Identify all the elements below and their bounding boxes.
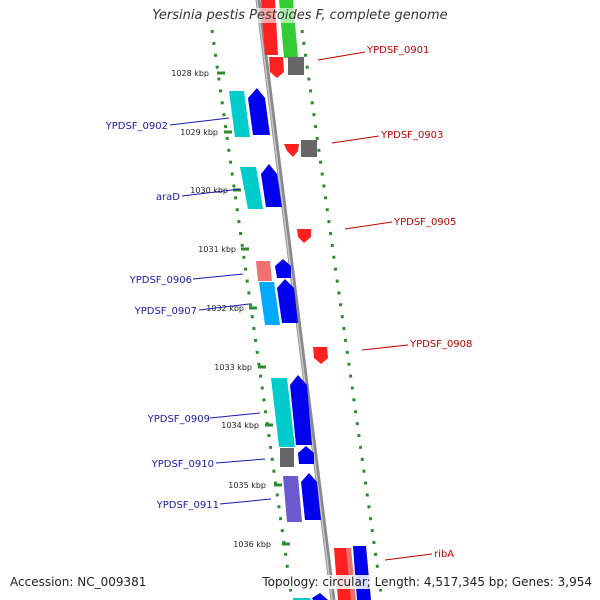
gene-arrow-blue-0909[interactable] <box>290 375 312 445</box>
kbp-label: 1034 kbp <box>221 421 259 430</box>
right-leader-lines <box>317 51 433 561</box>
gene-cyan-arad[interactable] <box>240 167 263 209</box>
gene-arrow-blue-0906[interactable] <box>275 259 291 278</box>
accession-text: Accession: NC_009381 <box>10 575 147 589</box>
gene-arrow-blue-0911[interactable] <box>301 473 321 520</box>
gene-label-ypdsf-0910[interactable]: YPDSF_0910 <box>151 459 214 470</box>
gene-arrow-red-0901[interactable] <box>269 57 284 78</box>
gene-cyan-0902[interactable] <box>229 91 250 137</box>
gene-block-gray-0910[interactable] <box>280 448 294 467</box>
gene-label-ypdsf-0901[interactable]: YPDSF_0901 <box>366 45 429 56</box>
kbp-label: 1036 kbp <box>233 540 271 549</box>
kbp-label: 1029 kbp <box>180 128 218 137</box>
gene-label-ypdsf-0903[interactable]: YPDSF_0903 <box>380 130 443 141</box>
kbp-label: 1033 kbp <box>214 363 252 372</box>
gene-label-ypdsf-0907[interactable]: YPDSF_0907 <box>134 306 197 317</box>
gene-arrow-blue-0910[interactable] <box>298 446 314 464</box>
genome-backbone <box>255 0 336 600</box>
gene-label-ypdsf-0911[interactable]: YPDSF_0911 <box>156 500 219 511</box>
genome-title: Yersinia pestis Pestoides F, complete ge… <box>0 8 600 23</box>
topology-text: Topology: circular; Length: 4,517,345 bp… <box>262 575 592 589</box>
gene-lightblue-0907[interactable] <box>259 282 280 325</box>
gene-arrow-red-0908[interactable] <box>313 347 328 364</box>
gene-block-gray-0903[interactable] <box>301 140 317 157</box>
gene-arrow-blue-0902[interactable] <box>248 88 270 135</box>
kbp-label: 1032 kbp <box>206 304 244 313</box>
kbp-label: 1031 kbp <box>198 245 236 254</box>
gene-label-ypdsf-0909[interactable]: YPDSF_0909 <box>147 414 210 425</box>
gene-label-arad[interactable]: araD <box>156 192 180 203</box>
gene-block-gray-0901[interactable] <box>288 57 304 75</box>
gene-cyan-0909[interactable] <box>271 378 295 447</box>
gene-blue-riba[interactable] <box>353 546 371 600</box>
gene-arrow-blue-arad[interactable] <box>261 164 282 207</box>
gene-label-ypdsf-0908[interactable]: YPDSF_0908 <box>409 339 472 350</box>
left-leader-lines <box>169 117 272 505</box>
gene-arrow-red-0905[interactable] <box>297 229 311 243</box>
kbp-label: 1035 kbp <box>228 481 266 490</box>
gene-arrow-blue-bottom[interactable] <box>312 593 328 600</box>
kbp-label: 1030 kbp <box>190 186 228 195</box>
gene-purple-0911[interactable] <box>283 476 302 522</box>
gene-arrow-blue-0907[interactable] <box>277 279 298 323</box>
gene-label-ypdsf-0906[interactable]: YPDSF_0906 <box>129 275 192 286</box>
gene-label-ypdsf-0905[interactable]: YPDSF_0905 <box>393 217 456 228</box>
gene-label-ypdsf-0902[interactable]: YPDSF_0902 <box>105 121 168 132</box>
gene-label-riba[interactable]: ribA <box>434 549 454 560</box>
gene-pink-0906[interactable] <box>256 261 272 281</box>
kbp-major-ticks <box>217 71 290 546</box>
gene-arrow-red-0903[interactable] <box>284 144 299 157</box>
kbp-label: 1028 kbp <box>171 69 209 78</box>
